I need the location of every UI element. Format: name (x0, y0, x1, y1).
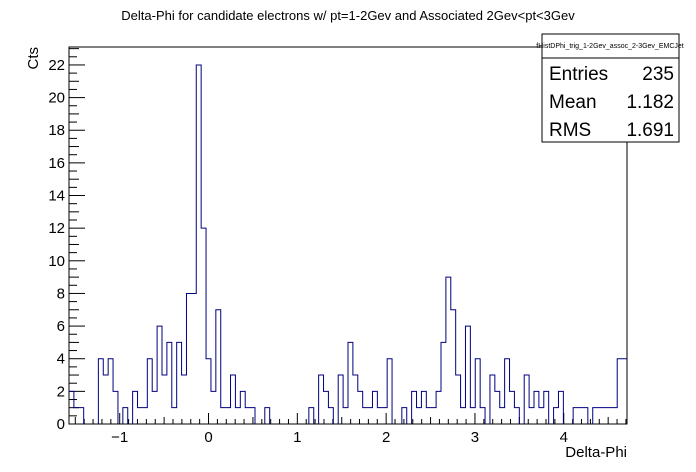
stats-entries-label: Entries (549, 64, 608, 85)
y-tick-label: 12 (48, 220, 65, 237)
x-tick-label: 2 (382, 429, 390, 446)
chart-title: Delta-Phi for candidate electrons w/ pt=… (121, 8, 575, 23)
y-tick-label: 14 (48, 188, 65, 205)
x-tick-label: 0 (204, 429, 212, 446)
y-tick-label: 22 (48, 57, 65, 74)
stats-entries-value: 235 (642, 64, 674, 85)
x-tick-label: 4 (560, 429, 568, 446)
x-tick-label: 1 (293, 429, 301, 446)
y-tick-label: 20 (48, 90, 65, 107)
stats-rms-label: RMS (549, 120, 591, 141)
y-tick-label: 6 (57, 318, 65, 335)
plot-frame (68, 46, 628, 425)
y-tick-label: 18 (48, 122, 65, 139)
y-tick-label: 0 (57, 416, 65, 433)
y-tick-label: 2 (57, 383, 65, 400)
stats-mean-value: 1.182 (626, 92, 674, 113)
stats-mean-label: Mean (549, 92, 597, 113)
axis-ticks (69, 48, 627, 425)
stats-box: fHistDPhi_trig_1-2Gev_assoc_2-3Gev_EMCJe… (536, 33, 684, 143)
x-tick-label: −1 (111, 429, 128, 446)
y-tick-label: 8 (57, 285, 65, 302)
histogram-series-line (68, 64, 628, 425)
stats-rms-value: 1.691 (626, 120, 674, 141)
x-tick-label: 3 (471, 429, 479, 446)
y-tick-label: 4 (57, 351, 65, 368)
y-tick-label: 10 (48, 253, 65, 270)
y-tick-label: 16 (48, 155, 65, 172)
stats-box-name: fHistDPhi_trig_1-2Gev_assoc_2-3Gev_EMCJe… (536, 43, 684, 50)
y-axis-title: Cts (25, 47, 42, 70)
x-axis-title: Delta-Phi (565, 444, 627, 461)
